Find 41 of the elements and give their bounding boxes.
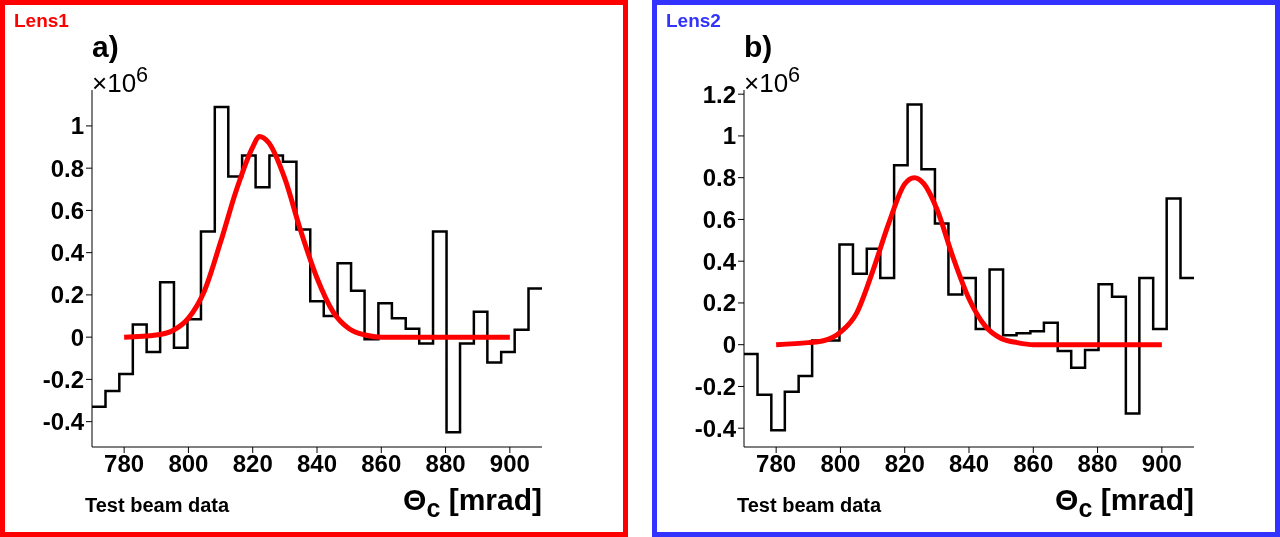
- y-tick-label: 0.4: [702, 247, 737, 275]
- y-tick-label: 0: [722, 331, 736, 359]
- x-axis-title: Θ$_{c}$ [mrad]: [403, 483, 542, 523]
- x-tick-label: 780: [104, 450, 145, 478]
- annotation: ×10$^{6}$: [744, 62, 801, 99]
- chart-subtitle: b): [744, 30, 773, 64]
- x-tick-label: 900: [1141, 450, 1182, 478]
- x-axis-title: Θ$_{c}$ [mrad]: [1055, 483, 1194, 523]
- x-tick-label: 880: [1077, 450, 1118, 478]
- text: Test beam data: [85, 494, 230, 517]
- annotation: ×10$^{6}$: [92, 62, 149, 99]
- x-tick-label: 880: [425, 450, 466, 478]
- y-tick-label: 0.2: [50, 281, 84, 309]
- y-tick-label: 0.6: [702, 205, 736, 233]
- x-tick-label: 840: [948, 450, 990, 478]
- x-tick-label: 820: [884, 450, 925, 478]
- chart-title: Lens2: [666, 10, 721, 32]
- x-tick-label: 860: [361, 450, 402, 478]
- y-tick-label: 0.6: [50, 196, 84, 224]
- y-tick-label: -0.4: [694, 414, 737, 442]
- y-tick-label: 1: [70, 112, 84, 140]
- chart-title: Lens1: [14, 10, 69, 32]
- y-tick-label: 1: [722, 122, 736, 150]
- chart-subtitle: a): [92, 30, 119, 64]
- y-tick-label: 1.2: [702, 80, 736, 108]
- y-tick-label: -0.4: [42, 408, 85, 436]
- y-tick-label: -0.2: [694, 372, 736, 400]
- y-tick-label: -0.2: [42, 365, 84, 393]
- y-tick-label: 0.4: [50, 239, 85, 267]
- y-tick-label: 0.8: [702, 164, 736, 192]
- x-tick-label: 900: [489, 450, 530, 478]
- x-tick-label: 860: [1013, 450, 1054, 478]
- x-tick-label: 820: [232, 450, 273, 478]
- x-tick-label: 800: [820, 450, 861, 478]
- x-tick-label: 780: [756, 450, 797, 478]
- y-tick-label: 0.8: [50, 154, 84, 182]
- x-tick-label: 840: [296, 450, 338, 478]
- text: Test beam data: [737, 494, 882, 517]
- y-tick-label: 0.2: [702, 289, 736, 317]
- y-tick-label: 0: [70, 323, 84, 351]
- x-tick-label: 800: [168, 450, 209, 478]
